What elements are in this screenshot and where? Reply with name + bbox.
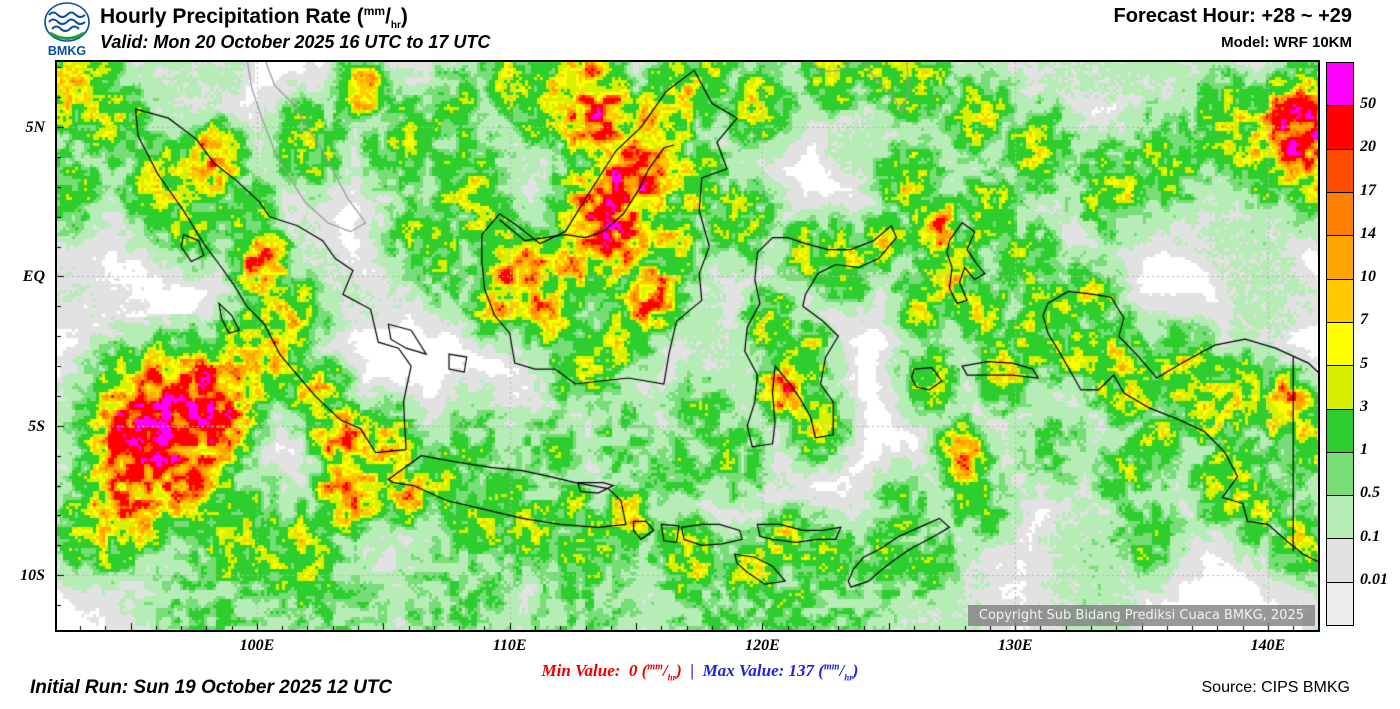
logo-text: BMKG [48,44,86,58]
colorbar-segment [1327,451,1353,496]
colorbar-label: 50 [1360,95,1376,113]
initial-run: Initial Run: Sun 19 October 2025 12 UTC [30,677,393,698]
x-axis-tick-label: 100E [239,637,275,654]
map-frame: Copyright Sub Bidang Prediksi Cuaca BMKG… [55,60,1320,632]
bmkg-logo-icon: BMKG [44,2,90,58]
y-axis-tick-label: 5S [28,417,45,435]
min-label: Min Value: [541,661,621,680]
colorbar-segment [1327,581,1353,626]
colorbar-segment [1327,278,1353,322]
page-title: Hourly Precipitation Rate (mm/hr) [100,4,408,31]
unit-slash: / [385,5,391,28]
y-axis-tick-label: 10S [20,567,45,585]
colorbar-segment [1327,321,1353,366]
colorbar-label: 5 [1360,354,1368,372]
colorbar-segment [1327,191,1353,236]
x-axis-tick-label: 110E [492,637,527,654]
title-prefix: Hourly Precipitation Rate ( [100,5,364,28]
colorbar-segment [1327,235,1353,279]
x-axis-tick-label: 120E [745,637,780,654]
min-value-text: Min Value: 0 (mm/hr) [541,661,682,683]
y-axis-tick-label: EQ [22,268,45,286]
max-value-text: Max Value: 137 (mm/hr) [702,661,859,683]
longitude-axis: 100E 110E 120E 130E 140E [55,637,1320,657]
colorbar-labels: 50 20 17 14 10 7 5 3 1 0.5 0.1 0.01 [1360,62,1400,624]
colorbar-label: 0.1 [1360,527,1380,545]
colorbar-label: 10 [1360,268,1376,286]
colorbar [1326,62,1354,626]
x-axis-tick-label: 140E [1250,637,1286,654]
y-axis-tick-label: 5N [25,119,45,137]
minmax-line: Min Value: 0 (mm/hr) | Max Value: 137 (m… [0,661,1400,682]
min-unit: (mm/hr) [641,661,682,683]
copyright-notice: Copyright Sub Bidang Prediksi Cuaca BMKG… [967,605,1315,626]
title-suffix: ) [400,5,408,28]
colorbar-segment [1327,495,1353,539]
colorbar-label: 20 [1360,138,1376,156]
source: Source: CIPS BMKG [1201,679,1351,696]
valid-time: Valid: Mon 20 October 2025 16 UTC to 17 … [100,32,491,52]
unit-denominator: hr [390,20,401,32]
colorbar-label: 0.5 [1360,484,1380,502]
latitude-axis: 5N EQ 5S 10S [0,62,50,630]
colorbar-label: 0.01 [1360,570,1388,588]
max-label: Max Value: [702,661,785,680]
forecast-hour: Forecast Hour: +28 ~ +29 [1113,5,1352,27]
colorbar-segment [1327,63,1353,106]
colorbar-segment [1327,408,1353,452]
precipitation-map [57,62,1318,630]
unit-numerator: mm [363,4,386,18]
colorbar-label: 14 [1360,224,1376,242]
title-unit: mm/hr [363,4,401,32]
colorbar-label: 17 [1360,181,1376,199]
x-axis-tick-label: 130E [997,637,1033,654]
colorbar-label: 7 [1360,311,1368,329]
max-value: 137 [788,661,815,680]
colorbar-segment [1327,105,1353,149]
minmax-separator: | [690,661,695,680]
min-value: 0 [628,661,638,680]
bmkg-logo: BMKG [42,2,94,58]
colorbar-segment [1327,365,1353,409]
colorbar-segment [1327,148,1353,192]
colorbar-segment [1327,538,1353,582]
model-name: Model: WRF 10KM [1221,34,1352,51]
colorbar-label: 1 [1360,441,1368,459]
max-unit: (mm/hr) [818,661,859,683]
colorbar-label: 3 [1360,397,1368,415]
